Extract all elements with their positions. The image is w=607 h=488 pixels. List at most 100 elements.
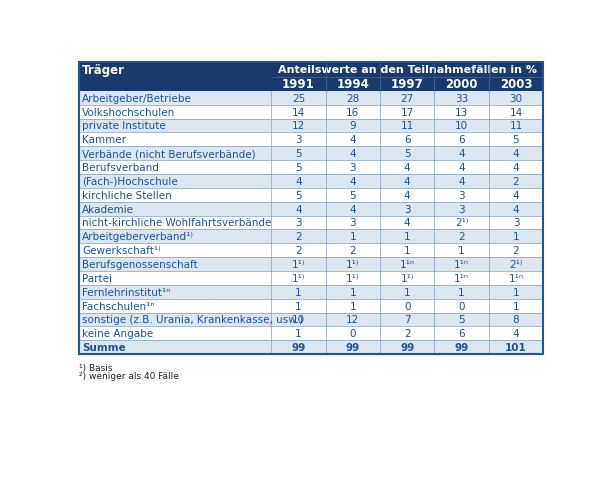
- Text: 4: 4: [350, 177, 356, 186]
- Text: Akademie: Akademie: [82, 204, 134, 214]
- Text: Berufsverband: Berufsverband: [82, 163, 159, 173]
- Text: 1: 1: [295, 328, 302, 339]
- Bar: [79, 271, 543, 285]
- Text: 1¹⁾: 1¹⁾: [401, 273, 414, 284]
- Text: 4: 4: [404, 218, 410, 228]
- Bar: [79, 285, 543, 299]
- Text: Summe: Summe: [82, 343, 126, 352]
- Text: 5: 5: [295, 149, 302, 159]
- Text: 1: 1: [513, 287, 520, 297]
- Text: 13: 13: [455, 107, 468, 117]
- Text: 4: 4: [458, 163, 465, 173]
- Text: sonstige (z.B. Urania, Krankenkasse, usw.): sonstige (z.B. Urania, Krankenkasse, usw…: [82, 315, 304, 325]
- Text: 1994: 1994: [336, 78, 369, 91]
- Text: kirchliche Stellen: kirchliche Stellen: [82, 190, 172, 201]
- Text: 2000: 2000: [446, 78, 478, 91]
- Text: 99: 99: [455, 343, 469, 352]
- Text: Berufsgenossenschaft: Berufsgenossenschaft: [82, 260, 198, 269]
- Text: 2: 2: [513, 177, 520, 186]
- Bar: [79, 188, 543, 202]
- Text: 1: 1: [458, 245, 465, 256]
- Text: 9: 9: [350, 121, 356, 131]
- Text: 7: 7: [404, 315, 410, 325]
- Text: private Institute: private Institute: [82, 121, 166, 131]
- Text: Arbeitgeberverband¹⁾: Arbeitgeberverband¹⁾: [82, 232, 194, 242]
- Text: 1991: 1991: [282, 78, 315, 91]
- Bar: [79, 313, 543, 327]
- Text: 2: 2: [458, 232, 465, 242]
- Text: 1: 1: [350, 232, 356, 242]
- Bar: [79, 62, 543, 92]
- Text: 6: 6: [458, 135, 465, 145]
- Text: keine Angabe: keine Angabe: [82, 328, 153, 339]
- Text: 4: 4: [350, 135, 356, 145]
- Text: 6: 6: [404, 135, 410, 145]
- Text: 4: 4: [458, 149, 465, 159]
- Text: 4: 4: [513, 190, 520, 201]
- Text: 1: 1: [404, 245, 410, 256]
- Text: 5: 5: [295, 190, 302, 201]
- Text: Gewerkschaft¹⁾: Gewerkschaft¹⁾: [82, 245, 161, 256]
- Text: 12: 12: [346, 315, 359, 325]
- Text: 1: 1: [350, 301, 356, 311]
- Text: 0: 0: [458, 301, 465, 311]
- Text: 2003: 2003: [500, 78, 532, 91]
- Text: 1¹⁾: 1¹⁾: [346, 260, 359, 269]
- Bar: [79, 202, 543, 216]
- Text: 11: 11: [401, 121, 414, 131]
- Text: 4: 4: [295, 204, 302, 214]
- Text: 16: 16: [346, 107, 359, 117]
- Text: 5: 5: [458, 315, 465, 325]
- Bar: [79, 105, 543, 119]
- Bar: [79, 133, 543, 147]
- Text: 1: 1: [513, 232, 520, 242]
- Bar: [79, 341, 543, 354]
- Text: 30: 30: [509, 94, 523, 103]
- Text: 5: 5: [295, 163, 302, 173]
- Text: 0: 0: [404, 301, 410, 311]
- Text: 99: 99: [291, 343, 305, 352]
- Text: 10: 10: [455, 121, 468, 131]
- Text: 4: 4: [404, 163, 410, 173]
- Text: 28: 28: [346, 94, 359, 103]
- Text: 4: 4: [295, 177, 302, 186]
- Text: 1¹ⁿ: 1¹ⁿ: [454, 260, 469, 269]
- Text: 1: 1: [458, 287, 465, 297]
- Text: (Fach-)Hochschule: (Fach-)Hochschule: [82, 177, 178, 186]
- Text: 33: 33: [455, 94, 468, 103]
- Text: 99: 99: [400, 343, 415, 352]
- Bar: [79, 92, 543, 105]
- Text: 12: 12: [292, 121, 305, 131]
- Text: 1¹ⁿ: 1¹ⁿ: [399, 260, 415, 269]
- Text: 10: 10: [292, 315, 305, 325]
- Text: Partei: Partei: [82, 273, 112, 284]
- Text: 1¹⁾: 1¹⁾: [292, 273, 305, 284]
- Text: 2: 2: [404, 328, 410, 339]
- Text: 1¹⁾: 1¹⁾: [346, 273, 359, 284]
- Text: 2: 2: [295, 232, 302, 242]
- Text: Träger: Träger: [82, 63, 125, 77]
- Text: 4: 4: [404, 177, 410, 186]
- Text: 3: 3: [295, 135, 302, 145]
- Bar: [79, 175, 543, 188]
- Bar: [79, 244, 543, 258]
- Bar: [79, 299, 543, 313]
- Text: 99: 99: [345, 343, 360, 352]
- Text: 1¹⁾: 1¹⁾: [292, 260, 305, 269]
- Text: 14: 14: [292, 107, 305, 117]
- Text: 1: 1: [404, 287, 410, 297]
- Text: 3: 3: [350, 163, 356, 173]
- Text: 3: 3: [458, 190, 465, 201]
- Text: ¹) Basis: ¹) Basis: [79, 364, 112, 373]
- Text: Volkshochschulen: Volkshochschulen: [82, 107, 175, 117]
- Bar: [79, 258, 543, 271]
- Text: Anteilswerte an den Teilnahmefällen in %: Anteilswerte an den Teilnahmefällen in %: [277, 65, 537, 75]
- Text: nicht-kirchliche Wohlfahrtsverbände: nicht-kirchliche Wohlfahrtsverbände: [82, 218, 271, 228]
- Text: 2: 2: [350, 245, 356, 256]
- Text: 11: 11: [509, 121, 523, 131]
- Text: 1: 1: [295, 287, 302, 297]
- Text: 5: 5: [513, 135, 520, 145]
- Text: 3: 3: [404, 204, 410, 214]
- Bar: [79, 327, 543, 341]
- Text: 4: 4: [350, 204, 356, 214]
